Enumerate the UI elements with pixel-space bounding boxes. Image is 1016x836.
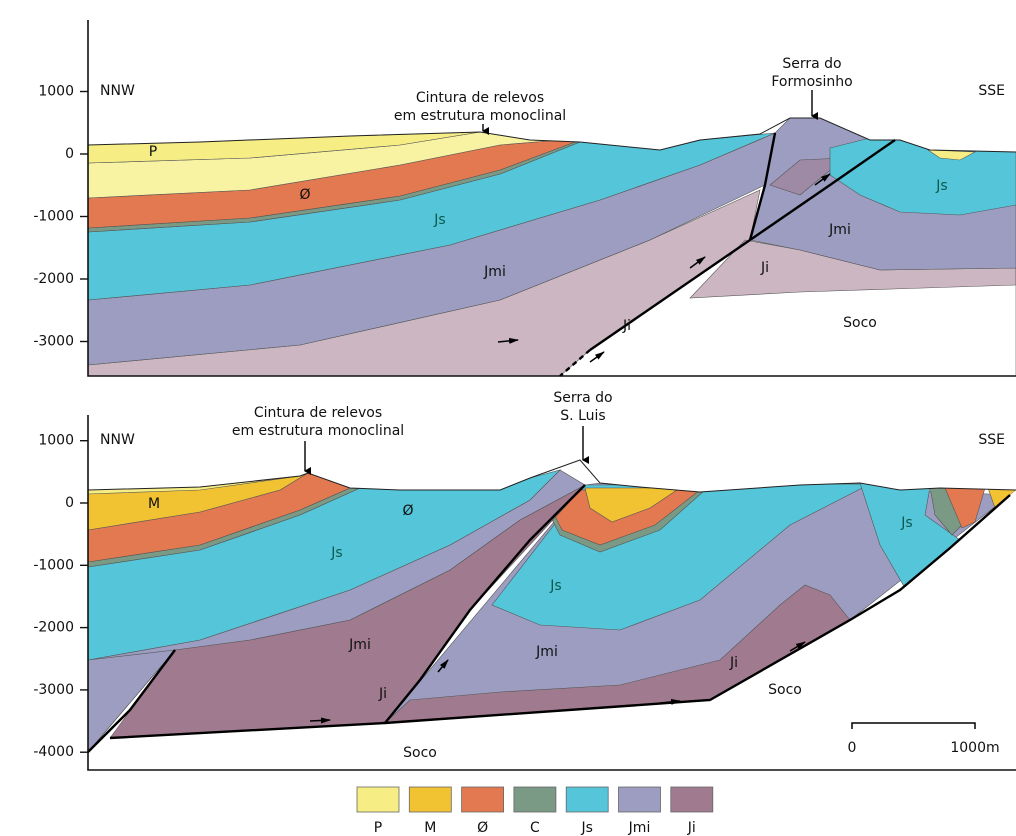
unit-label: Js xyxy=(433,212,445,228)
direction-label: SSE xyxy=(978,83,1005,99)
y-tick-label: 0 xyxy=(65,495,74,511)
unit-label: Js xyxy=(549,578,561,594)
legend-swatch xyxy=(671,787,713,812)
y-tick-label: -1000 xyxy=(33,557,74,573)
legend-label: P xyxy=(374,820,382,836)
unit-label: Jmi xyxy=(828,222,851,238)
annotation: Cintura de relevos xyxy=(254,405,382,421)
unit-label: Soco xyxy=(768,682,802,698)
legend-label: Ø xyxy=(477,820,488,836)
thrust-arrow xyxy=(310,720,330,721)
unit-label: Soco xyxy=(843,315,877,331)
unit-label: Soco xyxy=(403,745,437,761)
unit-label: Ji xyxy=(729,655,738,671)
y-tick-label: -2000 xyxy=(33,620,74,636)
direction-label: SSE xyxy=(978,432,1005,448)
y-tick-label: 0 xyxy=(65,146,74,162)
y-tick-label: -1000 xyxy=(33,209,74,225)
annotation: Serra do xyxy=(782,56,841,72)
cross-sections: 0 1000m 1000 0 -1000 -2000 -3000 NNW SSE P Ø Js Jm… xyxy=(0,0,1016,836)
direction-label: NNW xyxy=(100,432,135,448)
unit-label: P xyxy=(149,144,157,160)
y-tick-label: -3000 xyxy=(33,682,74,698)
legend-label: Ji xyxy=(687,820,696,836)
legend-swatch xyxy=(409,787,451,812)
scale-bar xyxy=(852,723,975,729)
unit-label: Ø xyxy=(299,187,310,203)
legend-swatch xyxy=(357,787,399,812)
unit-label: Jmi xyxy=(348,637,371,653)
unit-label: Jmi xyxy=(483,264,506,280)
annotation: Formosinho xyxy=(771,74,852,90)
unit-label: Ø xyxy=(402,503,413,519)
unit-label: M xyxy=(148,496,160,512)
unit-label: Ji xyxy=(378,686,387,702)
scale-label: 1000m xyxy=(950,740,999,756)
annotation: Cintura de relevos xyxy=(416,90,544,106)
y-tick-label: 1000 xyxy=(38,84,74,100)
unit-label: Ji xyxy=(760,260,769,276)
y-tick-label: -4000 xyxy=(33,744,74,760)
unit-label: Jmi xyxy=(535,644,558,660)
legend-label: Js xyxy=(580,820,592,836)
unit-label: Js xyxy=(935,178,947,194)
unit-label: Ji xyxy=(622,318,631,334)
direction-label: NNW xyxy=(100,83,135,99)
legend-label: M xyxy=(424,820,436,836)
legend-swatch xyxy=(462,787,504,812)
unit-label: Js xyxy=(900,515,912,531)
legend-swatch xyxy=(619,787,661,812)
legend-swatch xyxy=(566,787,608,812)
legend-swatch xyxy=(514,787,556,812)
y-tick-label: -2000 xyxy=(33,271,74,287)
annotation: Serra do xyxy=(553,390,612,406)
legend-label: Jmi xyxy=(628,820,651,836)
annotation: S. Luis xyxy=(560,408,605,424)
annotation: em estrutura monoclinal xyxy=(232,423,404,439)
y-tick-label: 1000 xyxy=(38,433,74,449)
unit-label: Js xyxy=(330,545,342,561)
scale-label: 0 xyxy=(848,740,857,756)
y-tick-label: -3000 xyxy=(33,334,74,350)
legend-label: C xyxy=(530,820,540,836)
annotation: em estrutura monoclinal xyxy=(394,108,566,124)
